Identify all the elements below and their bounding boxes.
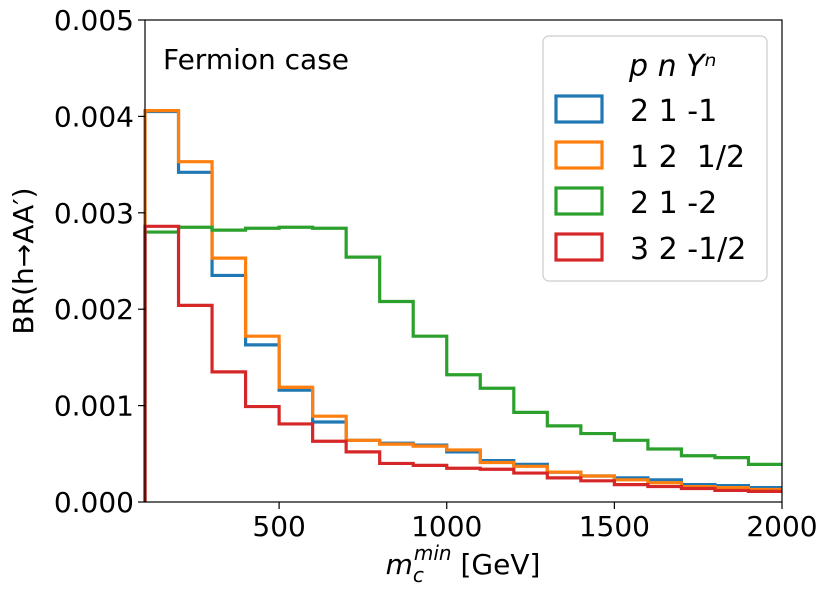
y-tick-label: 0.004 (54, 100, 134, 133)
x-axis-label: mcmin [GeV] (386, 541, 541, 587)
x-axis-label-sup: min (414, 541, 452, 565)
y-tick-label: 0.002 (54, 293, 134, 326)
legend-label: 2 1 -2 (630, 186, 717, 221)
x-tick-label: 2000 (746, 510, 817, 543)
y-axis-ticks: 0.000 0.001 0.002 0.003 0.004 0.005 (54, 4, 145, 519)
legend-item-3: 2 1 -2 (554, 186, 717, 221)
legend-item-1: 2 1 -1 (554, 94, 717, 129)
series-line-3 (143, 225, 782, 502)
y-tick-label: 0.003 (54, 197, 134, 230)
legend-item-2: 1 2 1/2 (554, 140, 745, 175)
y-axis-label: BR(h→AA′) (7, 187, 40, 334)
legend-swatch (554, 186, 604, 216)
legend-swatch (554, 140, 604, 170)
series-line-2 (143, 109, 782, 502)
legend-label: 1 2 1/2 (630, 140, 745, 175)
x-axis-label-unit: [GeV] (452, 548, 541, 581)
x-tick-label: 500 (252, 510, 305, 543)
legend-item-4: 3 2 -1/2 (554, 232, 746, 267)
x-tick-label: 1500 (579, 510, 650, 543)
axes-frame (144, 19, 783, 503)
legend-title: p n Yⁿ (628, 49, 716, 84)
legend: p n Yⁿ 2 1 -1 1 2 1/2 2 1 -2 3 2 -1/2 (542, 35, 768, 282)
x-tick-label: 1000 (411, 510, 482, 543)
legend-label: 2 1 -1 (630, 94, 717, 129)
x-axis-label-main: m (386, 548, 413, 581)
legend-swatch (554, 94, 604, 124)
legend-label: 3 2 -1/2 (630, 232, 746, 267)
y-tick-label: 0.005 (54, 4, 134, 37)
y-tick-label: 0.000 (54, 486, 134, 519)
legend-items: 2 1 -1 1 2 1/2 2 1 -2 3 2 -1/2 (554, 94, 746, 267)
legend-swatch (554, 232, 604, 262)
x-axis-label-sub: c (413, 563, 424, 587)
annotation-fermion-case: Fermion case (163, 43, 349, 76)
x-axis-ticks: 500 1000 1500 2000 (252, 502, 818, 543)
series-layer (143, 109, 782, 502)
y-tick-label: 0.001 (54, 390, 134, 423)
series-line-4 (143, 224, 782, 502)
